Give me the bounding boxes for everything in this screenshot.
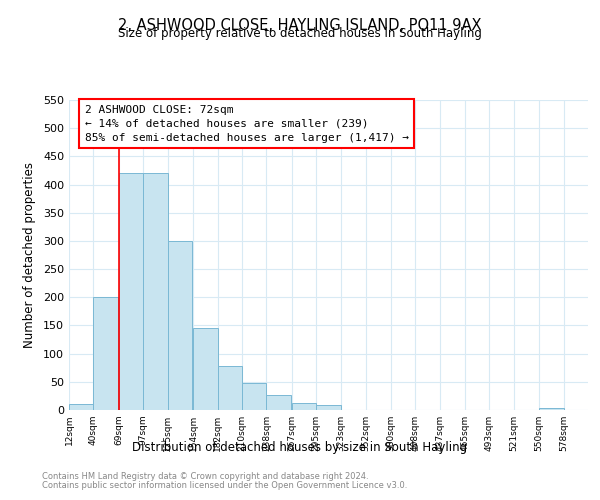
Bar [242, 383, 266, 410]
Text: 2 ASHWOOD CLOSE: 72sqm
← 14% of detached houses are smaller (239)
85% of semi-de: 2 ASHWOOD CLOSE: 72sqm ← 14% of detached… [85, 104, 409, 142]
Bar [143, 174, 168, 410]
Y-axis label: Number of detached properties: Number of detached properties [23, 162, 36, 348]
Bar [193, 328, 218, 410]
Text: Contains HM Land Registry data © Crown copyright and database right 2024.: Contains HM Land Registry data © Crown c… [42, 472, 368, 481]
Bar [168, 241, 192, 410]
Bar [94, 298, 118, 410]
Text: 2, ASHWOOD CLOSE, HAYLING ISLAND, PO11 9AX: 2, ASHWOOD CLOSE, HAYLING ISLAND, PO11 9… [118, 18, 482, 32]
Bar [539, 408, 563, 410]
Bar [292, 402, 316, 410]
Bar [218, 366, 242, 410]
Text: Size of property relative to detached houses in South Hayling: Size of property relative to detached ho… [118, 28, 482, 40]
Text: Distribution of detached houses by size in South Hayling: Distribution of detached houses by size … [133, 441, 467, 454]
Bar [316, 405, 341, 410]
Text: Contains public sector information licensed under the Open Government Licence v3: Contains public sector information licen… [42, 481, 407, 490]
Bar [119, 174, 143, 410]
Bar [266, 396, 291, 410]
Bar [69, 404, 94, 410]
